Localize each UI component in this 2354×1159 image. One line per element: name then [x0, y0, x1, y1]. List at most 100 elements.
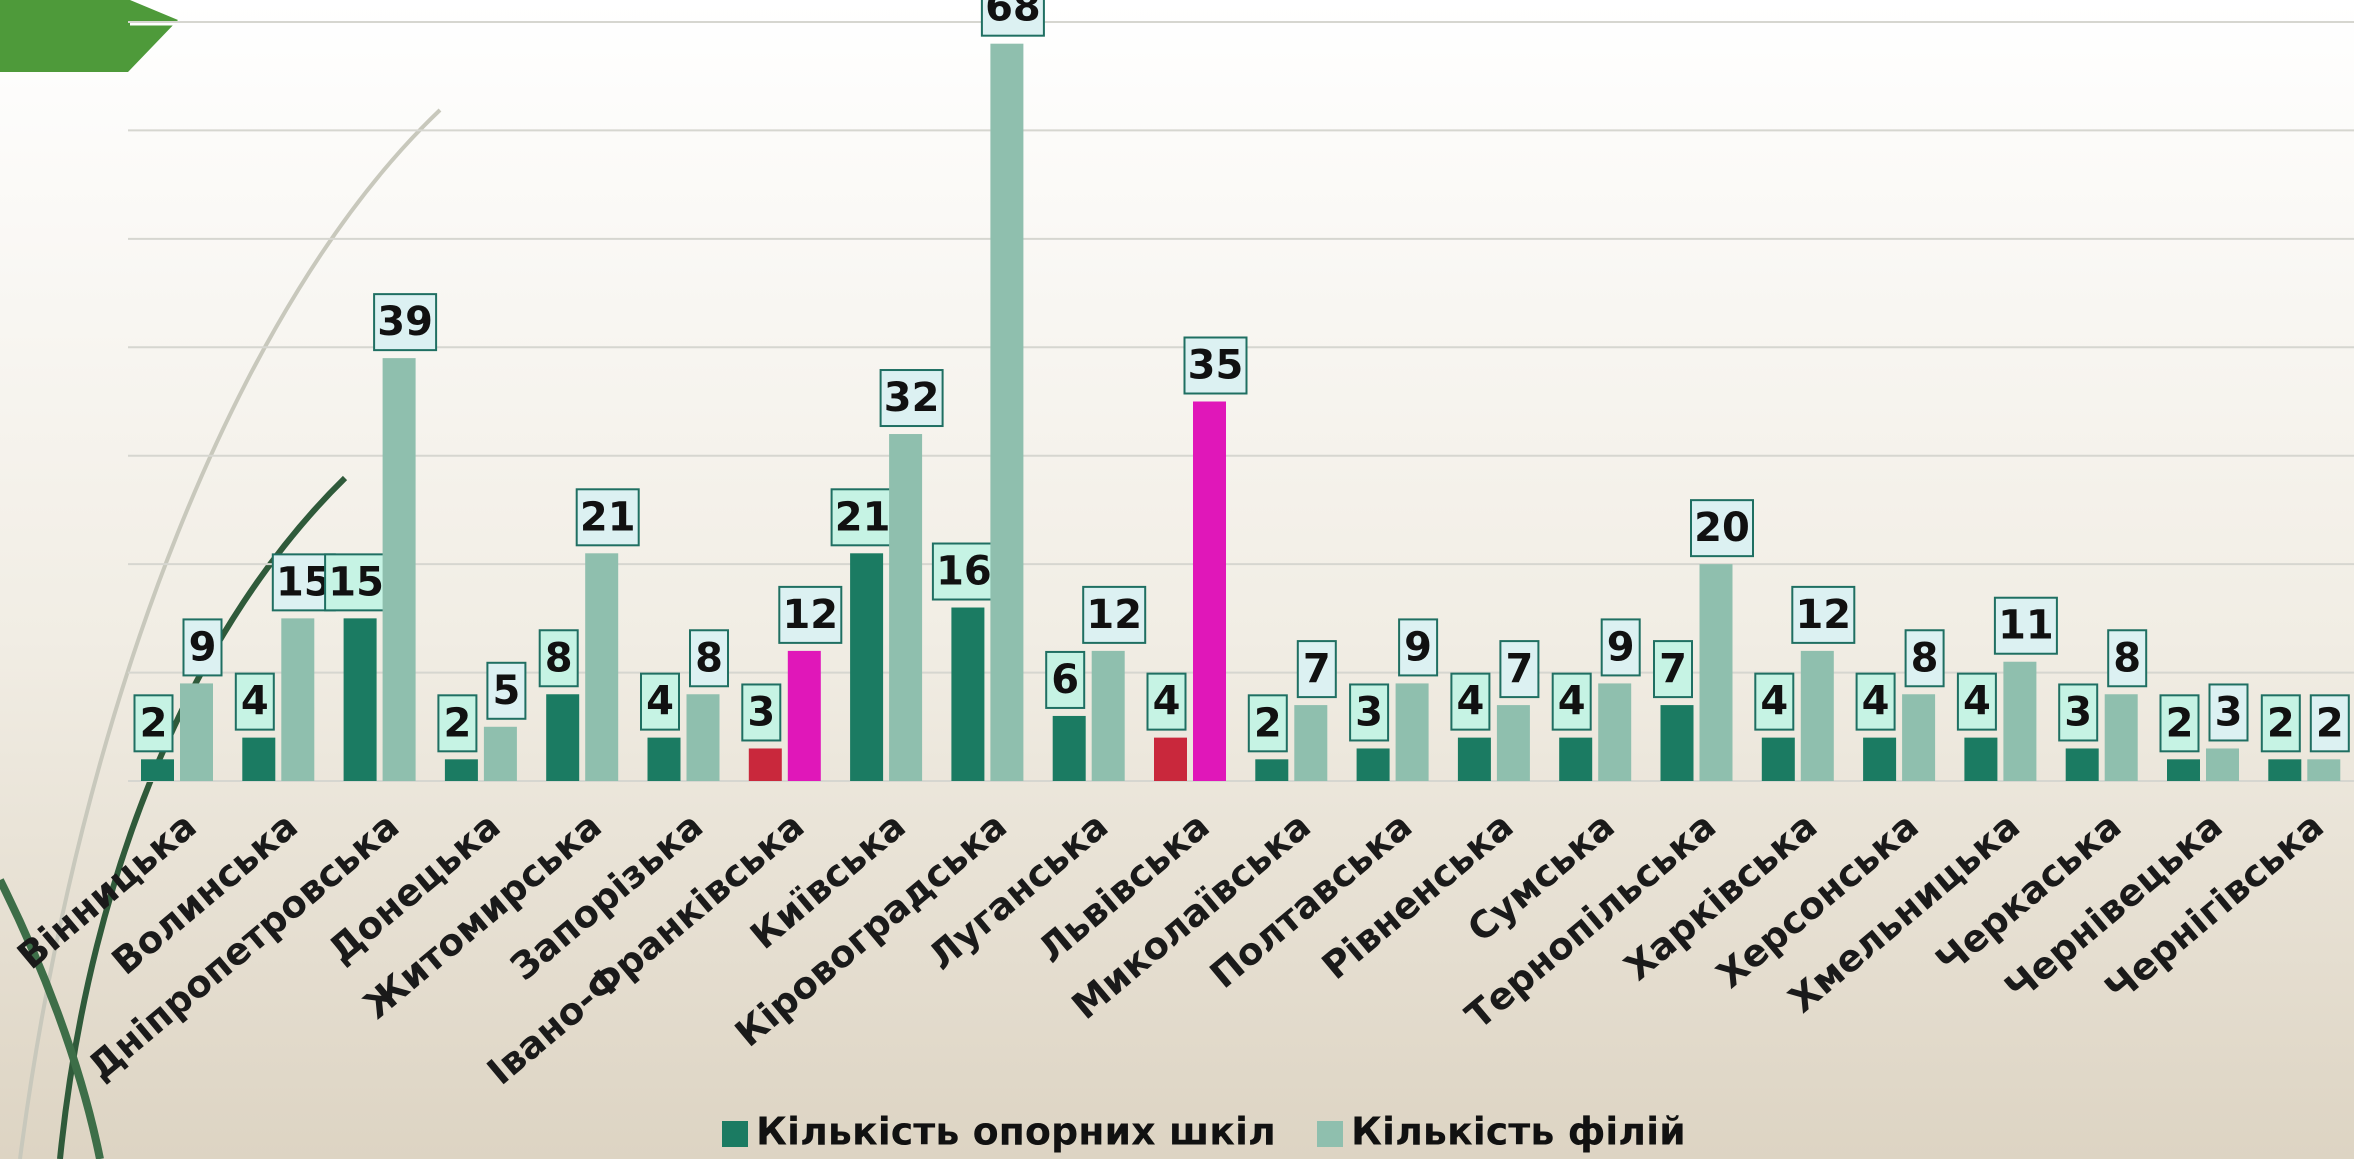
value-label: 2	[443, 700, 471, 746]
bar	[2307, 759, 2341, 781]
bar	[382, 358, 416, 781]
value-label: 15	[328, 559, 384, 605]
bar	[1193, 401, 1226, 781]
value-label-box	[1183, 336, 1248, 395]
value-label: 3	[2215, 689, 2243, 735]
value-label: 3	[1355, 689, 1383, 735]
bar	[2268, 759, 2302, 781]
value-label-box	[1398, 618, 1439, 677]
value-label: 2	[140, 700, 168, 746]
value-label: 12	[1795, 592, 1851, 638]
value-label-box	[689, 629, 729, 688]
bar	[343, 618, 377, 781]
value-label: 8	[2113, 635, 2141, 681]
value-label: 7	[1505, 646, 1533, 692]
value-label: 7	[1659, 646, 1687, 692]
bar	[1800, 650, 1834, 781]
value-label-box	[1653, 640, 1693, 699]
value-label-box	[324, 553, 389, 612]
value-label-box	[1499, 640, 1540, 699]
value-label: 16	[936, 549, 992, 595]
value-label-box	[486, 661, 527, 720]
value-label: 4	[1862, 679, 1890, 725]
value-label-box	[1146, 672, 1187, 731]
value-label-box	[575, 488, 640, 547]
value-label-box	[2107, 629, 2148, 688]
value-label-box	[1791, 585, 1856, 644]
bar	[850, 553, 884, 781]
value-label-box	[1956, 672, 1997, 731]
value-label: 11	[1998, 603, 2054, 649]
value-label-box	[2159, 694, 2200, 753]
value-label: 4	[646, 679, 674, 725]
bar	[483, 726, 517, 781]
value-label: 12	[782, 592, 838, 638]
bar	[2206, 748, 2239, 781]
value-label-box	[182, 618, 223, 677]
decor-curve	[0, 878, 104, 1159]
value-label: 8	[1911, 635, 1939, 681]
value-label-box	[741, 683, 782, 742]
value-label: 3	[2064, 689, 2092, 735]
value-label-box	[1993, 596, 2058, 655]
bar	[1699, 564, 1733, 781]
bar	[951, 607, 985, 781]
value-label: 2	[2267, 700, 2295, 746]
bar	[546, 694, 580, 781]
value-label: 21	[580, 494, 636, 540]
value-label-box	[2058, 683, 2099, 742]
value-label-box	[1600, 618, 1641, 677]
corner-arrow	[0, 0, 178, 72]
bar	[1294, 705, 1328, 781]
value-label-box	[1450, 672, 1491, 731]
bar	[1091, 650, 1125, 781]
value-label-box	[1349, 683, 1390, 742]
bar	[1902, 694, 1936, 781]
value-label-box	[538, 629, 579, 688]
legend-label: Кількість опорних шкіл	[756, 1110, 1276, 1154]
value-label: 2	[2316, 700, 2344, 746]
value-label-box	[1045, 650, 1086, 709]
bar	[2104, 694, 2138, 781]
bar	[1356, 748, 1390, 781]
value-label: 5	[492, 668, 520, 714]
value-label: 2	[2166, 700, 2194, 746]
value-label-box	[1247, 694, 1288, 753]
value-label-box	[830, 488, 895, 547]
value-label: 4	[241, 679, 269, 725]
bar	[2065, 748, 2099, 781]
value-label-box	[2309, 694, 2350, 753]
bar	[1761, 737, 1795, 781]
bar	[1660, 705, 1694, 781]
value-label: 68	[985, 0, 1041, 31]
value-label: 4	[1760, 679, 1788, 725]
value-label: 4	[1963, 679, 1991, 725]
value-label: 7	[1303, 646, 1331, 692]
bar	[686, 694, 720, 781]
value-label-box	[1754, 672, 1795, 731]
legend-swatch	[722, 1121, 748, 1147]
bar	[1598, 683, 1632, 781]
value-label: 12	[1086, 592, 1142, 638]
value-label-box	[2260, 694, 2301, 753]
value-label-box	[1296, 640, 1337, 699]
bar	[585, 553, 619, 781]
value-label: 4	[1456, 679, 1484, 725]
value-label: 4	[1558, 679, 1586, 725]
bar	[1395, 683, 1429, 781]
bar	[1964, 737, 1998, 781]
value-label: 35	[1188, 343, 1244, 389]
value-label-box	[640, 672, 680, 731]
value-label: 39	[377, 299, 433, 345]
bar	[141, 759, 174, 781]
value-label-box	[778, 585, 843, 644]
value-label-box	[133, 694, 174, 753]
bar	[2003, 661, 2037, 781]
bar	[1457, 737, 1491, 781]
value-label-box	[1690, 499, 1754, 558]
value-label: 9	[189, 624, 217, 670]
bar	[889, 434, 923, 781]
value-label-box	[1082, 585, 1147, 644]
bar	[647, 737, 681, 781]
value-label: 20	[1694, 505, 1750, 551]
